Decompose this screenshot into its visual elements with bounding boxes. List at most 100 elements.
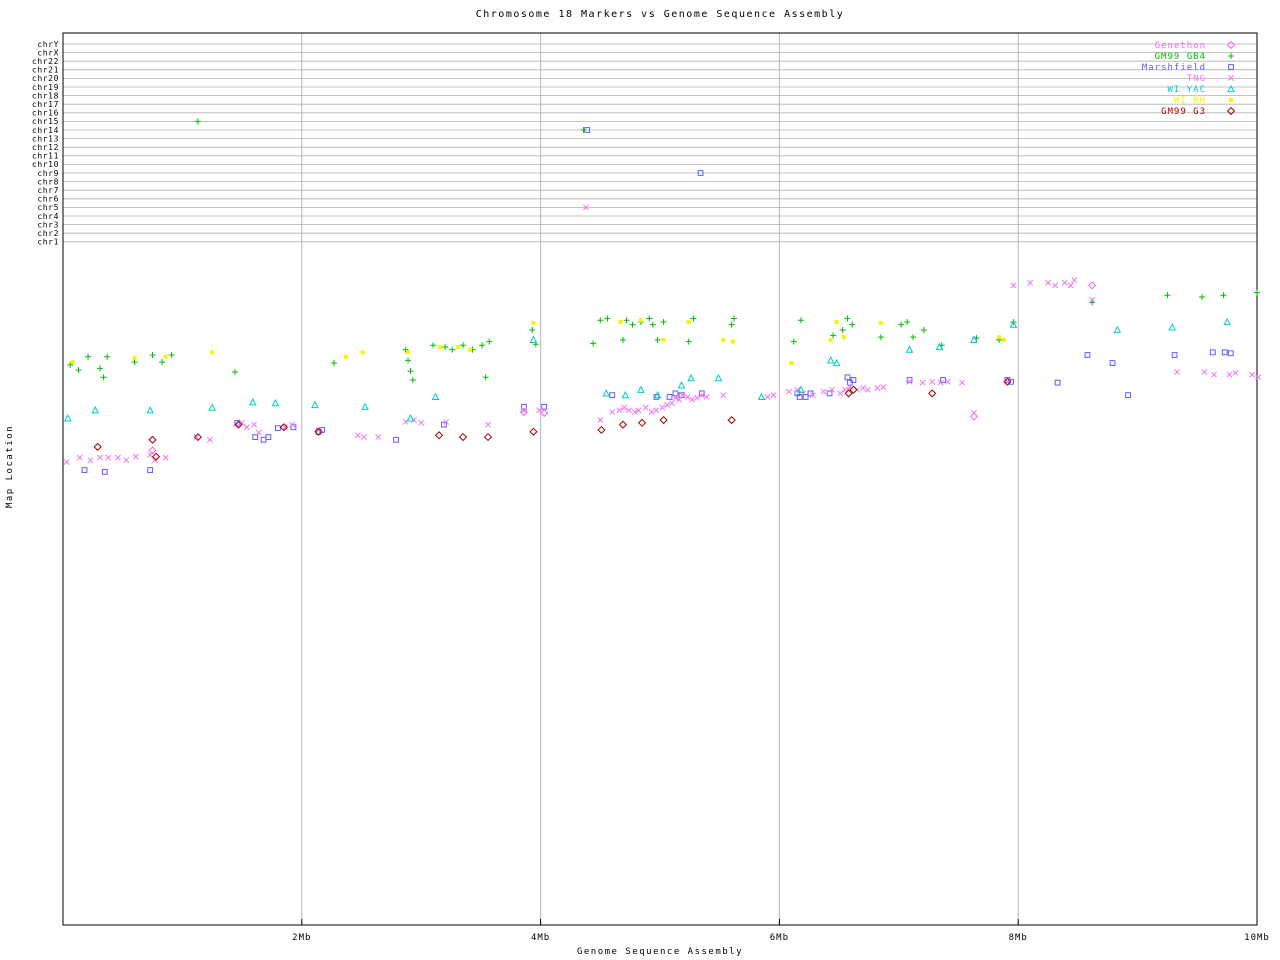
point-tng	[105, 454, 112, 461]
point-gm99-gb4	[409, 376, 416, 383]
point-gm99-gb4	[629, 321, 636, 328]
chrom-label-chr6: chr6	[37, 195, 59, 204]
point-tng	[929, 378, 936, 385]
point-tng	[193, 434, 200, 441]
point-marshfield	[807, 390, 814, 397]
point-wi-rh	[360, 350, 365, 355]
point-gm99-gb4	[97, 365, 104, 372]
point-tng	[97, 454, 103, 461]
point-wi-rh	[841, 335, 846, 340]
point-tng	[315, 426, 322, 433]
point-wi-rh	[456, 344, 461, 349]
point-tng	[919, 379, 926, 386]
point-wi-yac	[91, 406, 100, 414]
point-gm99-gb4	[623, 317, 630, 324]
point-marshfield	[844, 374, 851, 381]
point-marshfield	[541, 403, 548, 410]
point-wi-rh	[438, 344, 443, 349]
chrom-label-chr19: chr19	[32, 83, 59, 92]
point-wi-rh	[406, 350, 411, 355]
point-gm99-g3	[597, 425, 606, 435]
x-tick-label-4mb: 4Mb	[531, 933, 550, 943]
point-gm99-gb4	[654, 336, 661, 343]
point-wi-rh	[730, 339, 735, 344]
point-tng	[635, 407, 642, 414]
point-tng	[485, 421, 492, 428]
point-tng	[1211, 371, 1217, 378]
point-tng	[132, 453, 139, 460]
point-wi-yac	[797, 385, 805, 393]
point-tng	[1071, 277, 1078, 284]
chrom-label-chr22: chr22	[32, 57, 59, 66]
point-gm99-gb4	[1220, 292, 1227, 299]
series-wi-yac	[63, 317, 1231, 422]
chrom-label-chr16: chr16	[32, 109, 59, 118]
point-gm99-gb4	[849, 321, 856, 328]
chrom-label-chr8: chr8	[37, 177, 59, 186]
point-tng	[971, 410, 977, 416]
point-wi-rh	[828, 337, 833, 342]
point-tng	[906, 378, 913, 385]
point-wi-yac	[832, 358, 841, 367]
point-tng	[151, 457, 158, 464]
point-marshfield	[1054, 379, 1061, 386]
point-tng	[764, 393, 771, 400]
point-wi-rh	[210, 350, 215, 355]
point-gm99-gb4	[100, 374, 107, 381]
point-gm99-gb4	[479, 342, 486, 349]
point-wi-rh	[686, 320, 691, 325]
point-gm99-gb4	[844, 315, 851, 322]
point-tng	[937, 379, 944, 386]
chrom-label-chrX: chrX	[37, 48, 59, 57]
point-wi-rh	[618, 320, 623, 325]
point-gm99-gb4	[660, 319, 667, 326]
point-genethon	[519, 407, 528, 417]
point-gm99-g3	[637, 418, 647, 427]
point-wi-yac	[935, 342, 944, 351]
point-tng	[668, 400, 675, 407]
point-tng	[520, 407, 527, 414]
point-tng	[76, 454, 83, 461]
point-gm99-gb4	[459, 342, 466, 349]
point-gm99-g3	[152, 452, 161, 461]
point-gm99-g3	[279, 423, 288, 432]
point-gm99-g3	[727, 416, 736, 425]
point-tng	[418, 419, 425, 426]
point-tng	[689, 396, 696, 403]
point-gm99-gb4	[898, 321, 905, 328]
point-gm99-gb4	[231, 368, 238, 375]
legend-marker-genethon	[1226, 40, 1236, 50]
point-tng	[698, 392, 705, 399]
point-gm99-gb4	[159, 359, 166, 366]
point-gm99-gb4	[104, 353, 111, 360]
point-gm99-gb4	[649, 321, 656, 328]
point-marshfield	[666, 394, 673, 400]
point-tng	[616, 407, 623, 414]
point-gm99-gb4-chr15	[194, 118, 201, 125]
point-gm99-gb4	[597, 317, 604, 324]
point-tng	[664, 402, 671, 408]
point-marshfield-chr9	[697, 170, 704, 176]
legend-marker-wi-rh	[1229, 98, 1233, 102]
point-wi-yac	[1009, 320, 1018, 328]
point-wi-yac	[406, 414, 415, 422]
point-wi-rh	[638, 318, 643, 323]
point-gm99-gb4	[728, 321, 735, 328]
point-gm99-gb4	[430, 342, 437, 349]
point-tng	[679, 392, 686, 399]
point-wi-rh	[878, 320, 883, 325]
point-gm99-g3	[659, 416, 668, 425]
point-tng	[375, 434, 382, 441]
point-tng	[233, 421, 240, 428]
point-tng	[837, 390, 844, 397]
legend-label-wi-yac: WI YAC	[1167, 85, 1206, 95]
point-tng	[289, 421, 296, 428]
point-gm99-gb4	[1254, 289, 1260, 296]
point-tng	[1010, 282, 1017, 289]
point-tng	[443, 418, 450, 425]
point-wi-rh	[163, 354, 168, 359]
point-tng-chr5	[583, 204, 589, 211]
point-tng	[1067, 282, 1074, 289]
